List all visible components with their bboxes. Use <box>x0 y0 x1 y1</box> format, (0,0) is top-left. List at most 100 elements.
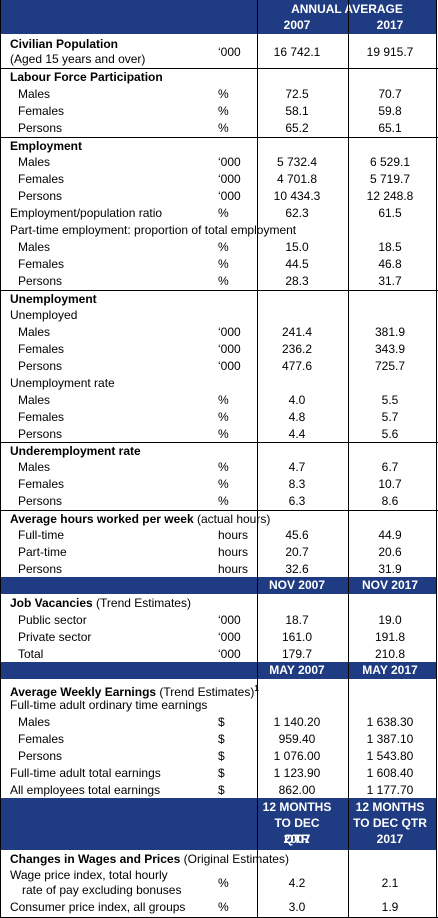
value-col2: 8.6 <box>381 494 399 508</box>
row-label: Full-time adult total earnings <box>10 766 161 780</box>
table-row: Males% 4.0 5.5 <box>0 392 437 409</box>
vacancies-title: Job Vacancies (Trend Estimates) <box>0 595 437 612</box>
column-border <box>0 0 1 918</box>
row-unit: % <box>218 87 229 101</box>
value-col2: 381.9 <box>374 325 406 339</box>
section-title-bold: Average Weekly Earnings <box>10 685 157 699</box>
column-border <box>436 0 437 918</box>
row-label: Persons <box>18 427 63 441</box>
table-row: Males% 72.5 70.7 <box>0 86 437 103</box>
value-col2: 1 638.30 <box>366 715 414 729</box>
row-label: Private sector <box>18 630 92 644</box>
row-label-sub: rate of pay excluding bonuses <box>22 883 182 897</box>
table-row: Private sector ‘000 161.0 191.8 <box>0 629 437 646</box>
row-label: Total <box>18 647 44 661</box>
table-row: Females% 8.3 10.7 <box>0 476 437 493</box>
table-row: Males% 15.0 18.5 <box>0 239 437 256</box>
unemployment-rate-label: Unemployment rate <box>0 375 437 392</box>
table-row: Persons% 6.3 8.6 <box>0 493 437 510</box>
row-unit: % <box>218 460 229 474</box>
value-col1: 4.2 <box>288 876 306 890</box>
value-col1: 1 140.20 <box>273 715 321 729</box>
unemployment-title: Unemployment <box>0 291 437 308</box>
row-label: Females <box>18 732 65 746</box>
value-col2: 19.0 <box>378 613 402 627</box>
row-label: Part-time employment: proportion of tota… <box>10 223 297 237</box>
table-row: Males ‘000 241.4 381.9 <box>0 324 437 341</box>
row-label: Public sector <box>18 613 87 627</box>
value-col2: 191.8 <box>374 630 406 644</box>
value-col2: 10.7 <box>378 477 402 491</box>
row-unit: ‘000 <box>218 359 241 373</box>
value-col2: 5 719.7 <box>369 172 411 186</box>
value-col2: 18.5 <box>378 240 402 254</box>
row-label: Persons <box>18 274 63 288</box>
value-col2: 1 608.40 <box>366 766 414 780</box>
value-col1: 179.7 <box>281 647 313 661</box>
header-col2: 2017 <box>376 18 404 32</box>
row-label: Males <box>18 155 51 169</box>
row-unit: % <box>218 393 229 407</box>
hours-title: Average hours worked per week (actual ho… <box>0 511 437 528</box>
row-unit: % <box>218 104 229 118</box>
row-unit: $ <box>218 715 225 729</box>
row-label: Persons <box>18 494 63 508</box>
row-unit: % <box>218 477 229 491</box>
value-col1: 236.2 <box>281 342 313 356</box>
value-col1: 161.0 <box>281 630 313 644</box>
row-unit: hours <box>218 528 249 542</box>
row-unit: ‘000 <box>218 342 241 356</box>
table-row: Full-time adult total earnings $1 123.90 1… <box>0 765 437 782</box>
value-col1: 10 434.3 <box>273 189 321 203</box>
row-label: Males <box>18 87 51 101</box>
row-unit: % <box>218 240 229 254</box>
value-col1: 5 732.4 <box>276 155 318 169</box>
row-unit: % <box>218 494 229 508</box>
value-col2: 20.6 <box>378 545 402 559</box>
row-label: Males <box>18 715 51 729</box>
value-col2: 2.1 <box>381 876 399 890</box>
table-row: Employment/population ratio% 62.3 61.5 <box>0 205 437 222</box>
table-row: Females ‘000 4 701.8 5 719.7 <box>0 171 437 188</box>
header-12-months: 12 MONTHS 12 MONTHS TO DEC QTR TO DEC QTR 20… <box>0 798 437 850</box>
fulltime-earnings-label: Full-time adult ordinary time earnings <box>0 697 437 714</box>
row-unit: ‘000 <box>218 325 241 339</box>
value-col1: 4.4 <box>288 427 306 441</box>
value-col2: 343.9 <box>374 342 406 356</box>
row-unit: ‘000 <box>218 45 241 59</box>
table-row: Males% 4.7 6.7 <box>0 459 437 476</box>
row-unit: % <box>218 876 229 890</box>
table-row: Persons% 28.3 31.7 <box>0 273 437 290</box>
table-row: Females $959.40 1 387.10 <box>0 731 437 748</box>
header-col1-line: TO DEC QTR <box>274 816 320 846</box>
row-unit: $ <box>218 766 225 780</box>
value-col1: 862.00 <box>278 783 316 797</box>
table-row: Females% 58.1 59.8 <box>0 103 437 120</box>
unemployed-label: Unemployed <box>0 307 437 324</box>
row-label: Part-time <box>18 545 67 559</box>
header-col2-line: 12 MONTHS <box>355 800 425 814</box>
row-label: Females <box>18 410 65 424</box>
table-row: Persons% 65.2 65.1 <box>0 120 437 137</box>
row-unit: $ <box>218 732 225 746</box>
value-col1: 62.3 <box>285 206 309 220</box>
row-unit: ‘000 <box>218 630 241 644</box>
table-row: Females% 44.5 46.8 <box>0 256 437 273</box>
section-title: Job Vacancies (Trend Estimates) <box>10 595 191 612</box>
value-col1: 4.8 <box>288 410 306 424</box>
divider <box>0 68 438 69</box>
row-unit: ‘000 <box>218 172 241 186</box>
parttime-label: Part-time employment: proportion of tota… <box>0 222 437 239</box>
table-row: Total ‘000 179.7 210.8 <box>0 646 437 663</box>
value-col1: 3.0 <box>288 900 306 914</box>
row-label-sub: (Aged 15 years and over) <box>10 52 146 66</box>
header-col1: MAY 2007 <box>269 663 325 677</box>
row-label: All employees total earnings <box>10 783 161 797</box>
civilian-population-row: Civilian Population (Aged 15 years and ov… <box>0 36 437 68</box>
value-col1: 72.5 <box>285 87 309 101</box>
row-label: Males <box>18 240 51 254</box>
table-row: Persons ‘000 10 434.3 12 248.8 <box>0 188 437 205</box>
table-row: Males ‘000 5 732.4 6 529.1 <box>0 154 437 171</box>
value-col2: 65.1 <box>378 121 402 135</box>
row-label: Females <box>18 104 65 118</box>
